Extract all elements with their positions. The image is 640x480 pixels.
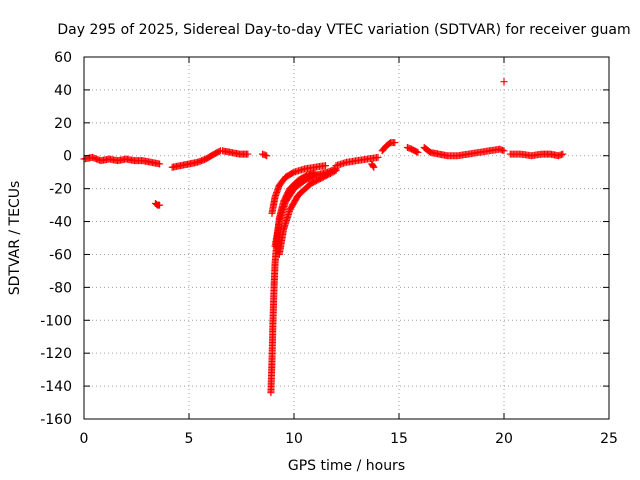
plot-frame <box>83 56 610 420</box>
data-point-dip-arc-late <box>331 167 339 175</box>
x-tick-labels: 0 5 10 15 20 25 <box>80 431 618 447</box>
x-axis-label: GPS time / hours <box>288 458 405 474</box>
y-tick-label: -120 <box>40 346 72 362</box>
data-point-gap-point <box>370 163 378 171</box>
y-tick-label: -100 <box>40 313 72 329</box>
y-tick-label: -20 <box>49 182 72 198</box>
y-tick-labels: -160 -140 -120 -100 -80 -60 -40 -20 0 20 40 60 <box>40 50 72 428</box>
data-point-short-cluster <box>263 152 271 160</box>
y-tick-label: -160 <box>40 412 72 428</box>
y-tick-label: -60 <box>49 247 72 263</box>
x-tick-label: 0 <box>80 431 89 447</box>
data-point-post-peak <box>414 148 422 156</box>
x-tick-label: 20 <box>495 431 513 447</box>
chart-title: Day 295 of 2025, Sidereal Day-to-day VTE… <box>57 22 630 38</box>
data-point-early-outlier <box>156 201 164 209</box>
y-tick-label: 40 <box>54 83 72 99</box>
data-point-post-peak <box>413 148 421 156</box>
data-point-mid-morning <box>244 150 252 158</box>
x-tick-label: 25 <box>600 431 618 447</box>
y-tick-label: -40 <box>49 215 72 231</box>
y-tick-label: -140 <box>40 379 72 395</box>
y-tick-label: 0 <box>63 149 72 165</box>
grid-lines <box>84 57 609 419</box>
x-tick-label: 5 <box>185 431 194 447</box>
y-tick-label: -80 <box>49 280 72 296</box>
data-point-peak-afternoon <box>391 139 399 147</box>
y-tick-label: 20 <box>54 116 72 132</box>
data-point-afternoon-wave <box>500 147 508 155</box>
data-point-gap-point <box>369 162 377 170</box>
x-tick-label: 10 <box>285 431 303 447</box>
data-point-evening <box>559 150 567 158</box>
y-axis-label: SDTVAR / TECUs <box>7 181 23 296</box>
data-point-outlier-high <box>500 78 508 86</box>
axis-ticks <box>83 56 610 420</box>
data-point-dip-arc-upper <box>322 162 329 170</box>
data-point-recovery <box>374 153 382 161</box>
data-points <box>80 78 567 397</box>
x-tick-label: 15 <box>390 431 408 447</box>
data-point-baseline-early <box>156 160 164 168</box>
y-tick-label: 60 <box>54 50 72 66</box>
